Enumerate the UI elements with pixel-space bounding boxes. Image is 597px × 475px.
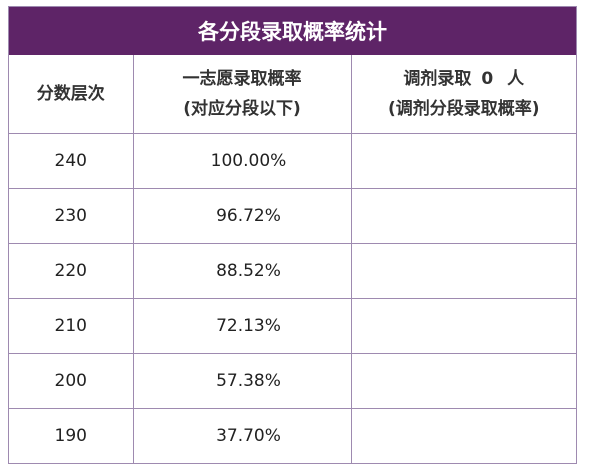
- row-rate: 57.38%: [132, 352, 352, 409]
- table-row: 190 37.70%: [9, 407, 576, 463]
- table-row: 240 100.00%: [9, 133, 576, 189]
- row-adjust: [350, 352, 576, 409]
- header-first-choice-line1: 一志愿录取概率: [182, 68, 302, 89]
- row-rate: 100.00%: [132, 133, 352, 189]
- header-adjust-prefix: 调剂录取: [403, 68, 472, 89]
- table-row: 230 96.72%: [9, 187, 576, 244]
- row-score: 190: [9, 407, 134, 463]
- table-row: 220 88.52%: [9, 242, 576, 299]
- probability-table: 分数层次 一志愿录取概率 (对应分段以下) 调剂录取 0 人 (调剂分段录取概率) …: [9, 55, 576, 463]
- table-title: 各分段录取概率统计: [9, 7, 576, 55]
- header-score-label: 分数层次: [36, 83, 105, 104]
- row-score: 200: [9, 352, 134, 409]
- row-adjust: [350, 407, 576, 463]
- row-rate: 88.52%: [132, 242, 352, 299]
- probability-table-frame: 各分段录取概率统计 分数层次 一志愿录取概率 (对应分段以下) 调剂录取 0 人 (…: [8, 6, 577, 464]
- header-row: 分数层次 一志愿录取概率 (对应分段以下) 调剂录取 0 人 (调剂分段录取概率): [9, 55, 576, 134]
- header-adjust-line2: (调剂分段录取概率): [387, 98, 540, 119]
- row-adjust: [350, 133, 576, 189]
- row-score: 240: [9, 133, 134, 189]
- row-score: 230: [9, 187, 134, 244]
- row-rate: 96.72%: [132, 187, 352, 244]
- row-adjust: [350, 187, 576, 244]
- header-adjust: 调剂录取 0 人 (调剂分段录取概率): [350, 55, 576, 134]
- header-first-choice-line2: (对应分段以下): [183, 98, 301, 119]
- header-first-choice: 一志愿录取概率 (对应分段以下): [132, 55, 352, 134]
- header-adjust-suffix: 人: [507, 68, 525, 89]
- row-rate: 37.70%: [132, 407, 352, 463]
- row-adjust: [350, 297, 576, 354]
- table-row: 210 72.13%: [9, 297, 576, 354]
- row-adjust: [350, 242, 576, 299]
- row-score: 220: [9, 242, 134, 299]
- row-score: 210: [9, 297, 134, 354]
- header-adjust-count: 0: [481, 68, 494, 89]
- header-score: 分数层次: [9, 55, 134, 134]
- header-adjust-line1: 调剂录取 0 人: [353, 64, 576, 94]
- row-rate: 72.13%: [132, 297, 352, 354]
- table-row: 200 57.38%: [9, 352, 576, 409]
